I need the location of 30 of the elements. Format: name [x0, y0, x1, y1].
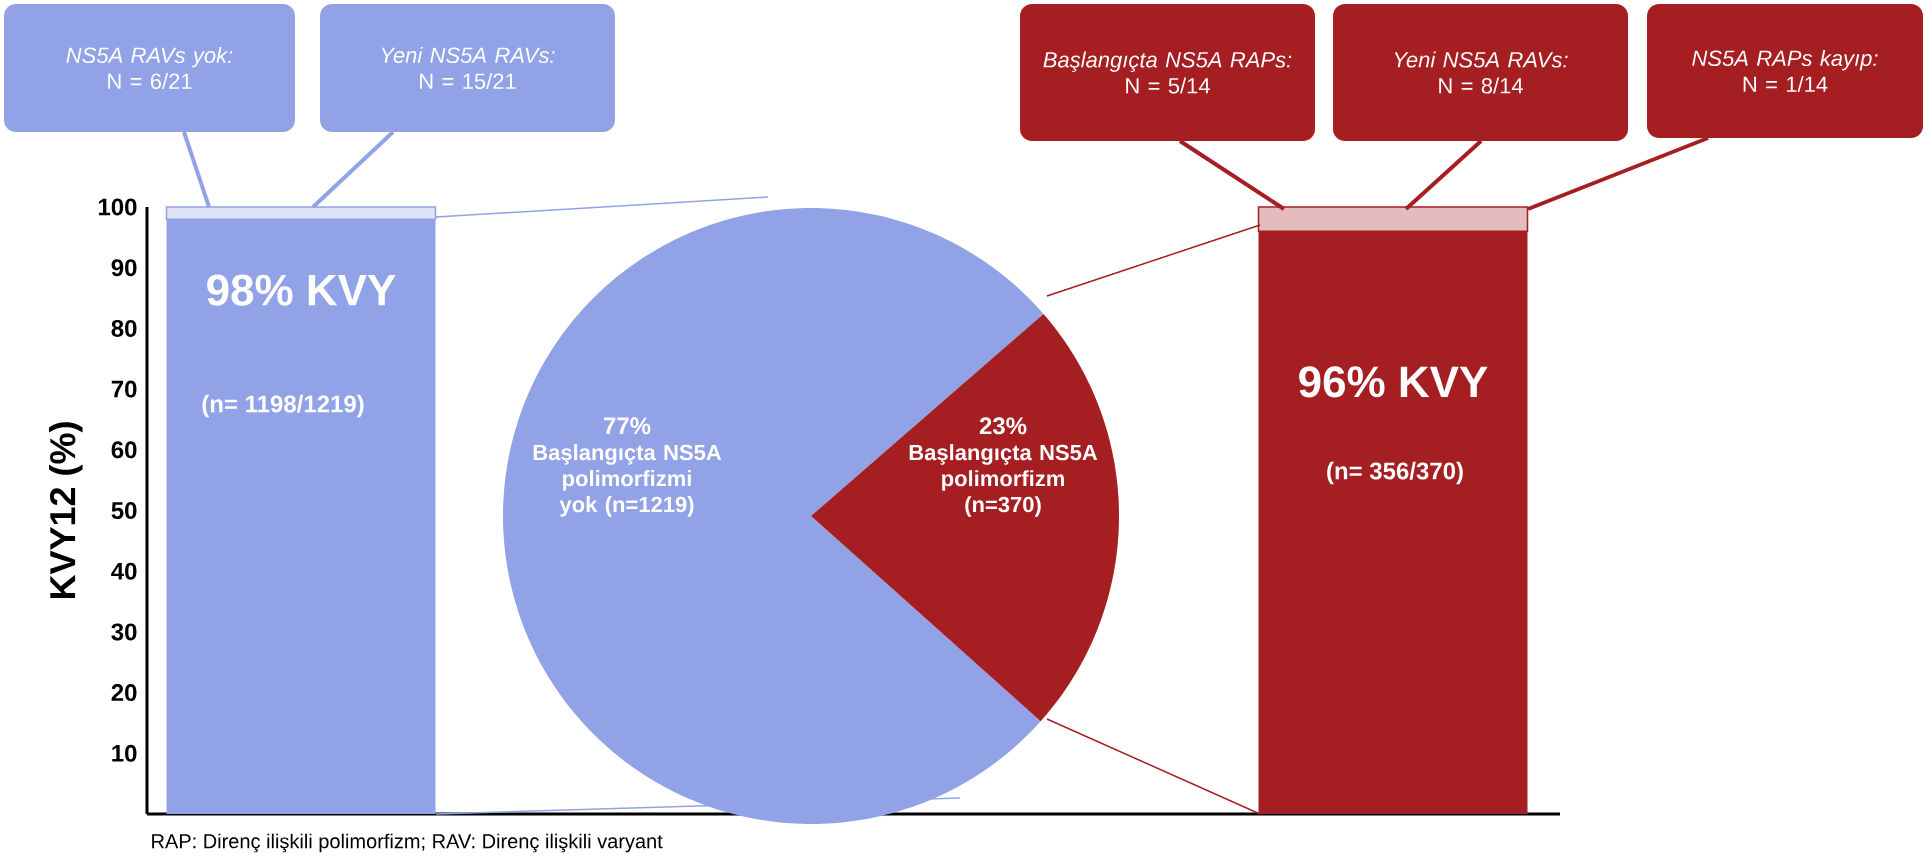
text: Yeni NS5A RAVs:: [1394, 51, 1568, 68]
y-axis-title: KVY12 (%): [49, 422, 83, 599]
y-tick-label: 50: [111, 502, 137, 519]
y-tick-label: 30: [111, 623, 137, 641]
y-tick-label: 90: [111, 259, 137, 277]
y-tick-label: 60: [111, 441, 137, 459]
text: N = 5/14: [1126, 77, 1210, 94]
data-label: 77%: [604, 417, 651, 435]
text: Başlangıçta NS5A RAPs:: [1043, 51, 1292, 72]
text: RAP: Direnç ilişkili polimorfizm; RAV: Direnç ilişkili varyant: [152, 833, 663, 853]
text: NS5A RAVs yok:: [66, 46, 233, 68]
text: N = 6/21: [108, 72, 192, 90]
y-tick-label: 10: [112, 744, 137, 762]
data-label: 96% KVY: [1299, 366, 1488, 398]
text: N = 1/14: [1743, 75, 1828, 93]
y-tick-label: 100: [98, 198, 137, 216]
text: NS5A RAPs kayıp:: [1692, 49, 1878, 71]
data-label: 98% KVY: [207, 274, 396, 306]
annotation: (n= 1198/1219): [202, 394, 364, 418]
annotation: (n= 356/370): [1327, 461, 1463, 485]
y-tick-label: 20: [111, 684, 137, 702]
text: N = 15/21: [420, 72, 516, 90]
data-label: 23%: [979, 417, 1027, 435]
slice-label: Başlangıçta NS5A polimorfizm (n=370): [909, 444, 1098, 517]
y-tick-label: 70: [111, 380, 137, 398]
text: N = 8/14: [1439, 77, 1523, 94]
y-tick-label: 80: [111, 319, 137, 337]
y-tick-label: 40: [111, 562, 137, 580]
slice-label: Başlangıçta NS5A polimorfizmi yok (n=1219): [533, 444, 722, 517]
text: Yeni NS5A RAVs:: [381, 46, 555, 64]
